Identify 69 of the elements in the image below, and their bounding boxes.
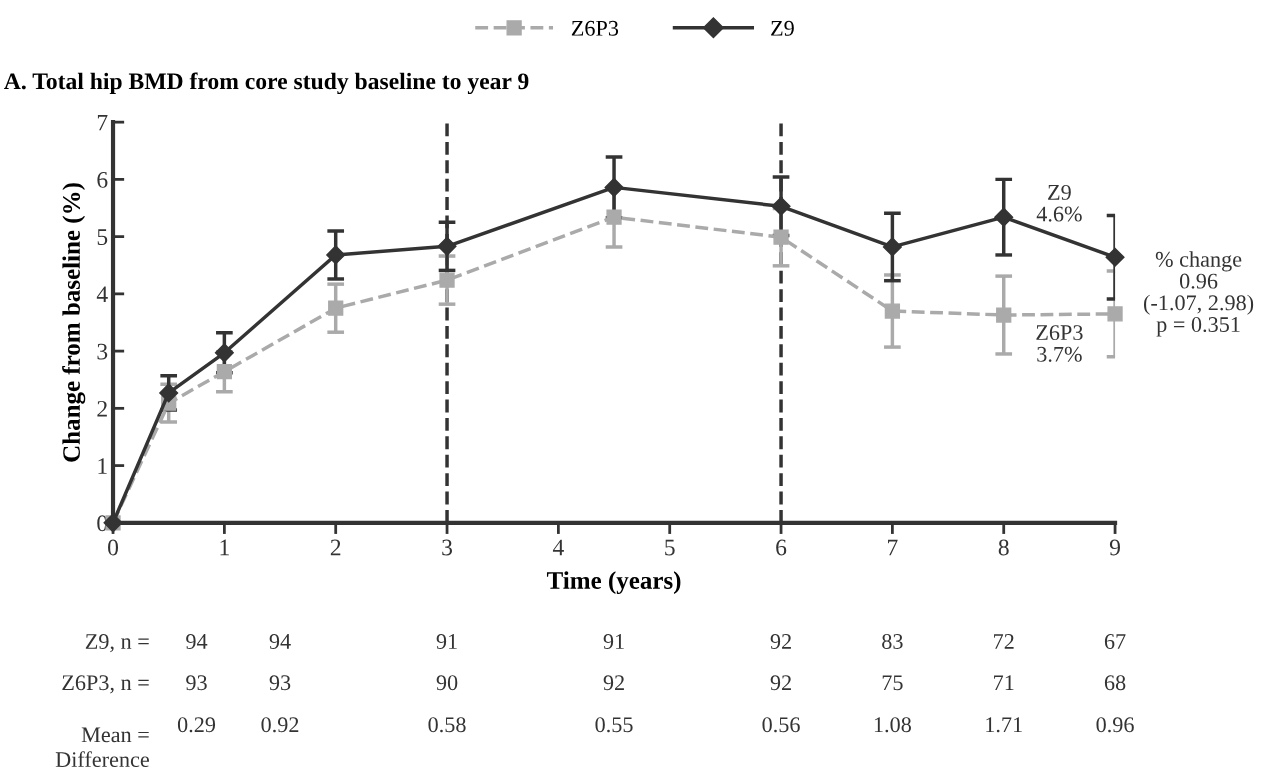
point <box>1105 247 1125 267</box>
x-axis-title: Time (years) <box>546 571 681 595</box>
text: 0.29 <box>177 717 216 733</box>
x-tick-label: 3 <box>442 539 453 556</box>
x-tick-label: 0 <box>108 539 119 556</box>
point <box>216 364 233 380</box>
y-tick-label: 6 <box>97 171 108 188</box>
point <box>604 177 624 197</box>
y-tick-label: 1 <box>98 458 107 474</box>
text: % change 0.96 (-1.07, 2.98) p = 0.351 <box>1143 251 1254 337</box>
point <box>994 207 1014 227</box>
x-tick-label: 1 <box>220 539 229 556</box>
point <box>773 229 789 245</box>
point <box>606 209 622 225</box>
chart-title: A. Total hip BMD from core study baseline to year 9 <box>4 72 529 95</box>
text: 0.92 <box>261 717 299 733</box>
legend-label: Z9 <box>771 20 794 36</box>
text: 83 <box>882 633 903 649</box>
text: 93 <box>269 675 291 691</box>
text: 72 <box>994 634 1014 649</box>
y-tick-label: 2 <box>97 400 107 417</box>
text: 91 <box>436 634 457 649</box>
y-tick-label: 3 <box>97 343 108 360</box>
x-tick-label: 4 <box>552 539 564 556</box>
text: 93 <box>186 675 207 691</box>
point <box>159 383 179 403</box>
x-tick-label: 5 <box>665 539 675 556</box>
text: 0.55 <box>595 717 633 733</box>
text: 92 <box>770 675 791 691</box>
x-tick-label: 2 <box>330 539 341 556</box>
x-tick-label: 8 <box>998 539 1009 556</box>
text: Z9, n = <box>85 634 149 653</box>
y-tick-label: 7 <box>97 114 108 131</box>
text: 67 <box>1104 634 1126 649</box>
x-tick-label: 7 <box>888 539 898 556</box>
y-tick-label: 5 <box>97 229 108 246</box>
point <box>326 245 346 265</box>
x-tick-label: 9 <box>1109 539 1120 556</box>
text: 90 <box>436 675 458 691</box>
annotation: Z6P3 3.7% <box>1036 325 1083 362</box>
text: Mean = Difference <box>55 727 149 768</box>
text: 1.71 <box>986 717 1022 733</box>
point <box>882 237 902 257</box>
text: 0.56 <box>762 717 800 733</box>
y-axis-title: Change from baseline (%) <box>62 183 86 462</box>
point <box>437 236 457 256</box>
text: Z6P3, n = <box>62 675 149 694</box>
text: 94 <box>269 634 291 649</box>
text: 0.96 <box>1096 717 1134 733</box>
text: 94 <box>186 634 208 649</box>
text: 71 <box>994 675 1014 690</box>
point <box>1107 306 1123 322</box>
y-tick-label: 4 <box>96 286 108 303</box>
point <box>214 343 234 363</box>
point <box>996 307 1012 323</box>
text: 0.58 <box>428 717 466 733</box>
point <box>439 272 455 288</box>
annotation: Z9 4.6% <box>1036 184 1082 222</box>
legend-label: Z6P3 <box>571 20 619 36</box>
point <box>328 300 344 316</box>
text: 91 <box>603 634 624 649</box>
x-tick-label: 6 <box>776 539 787 556</box>
point <box>771 196 791 216</box>
text: 1.08 <box>874 717 911 733</box>
text: 92 <box>603 675 624 691</box>
text: 68 <box>1104 675 1126 691</box>
text: 92 <box>770 634 791 649</box>
point <box>884 303 901 319</box>
text: 75 <box>882 675 903 691</box>
